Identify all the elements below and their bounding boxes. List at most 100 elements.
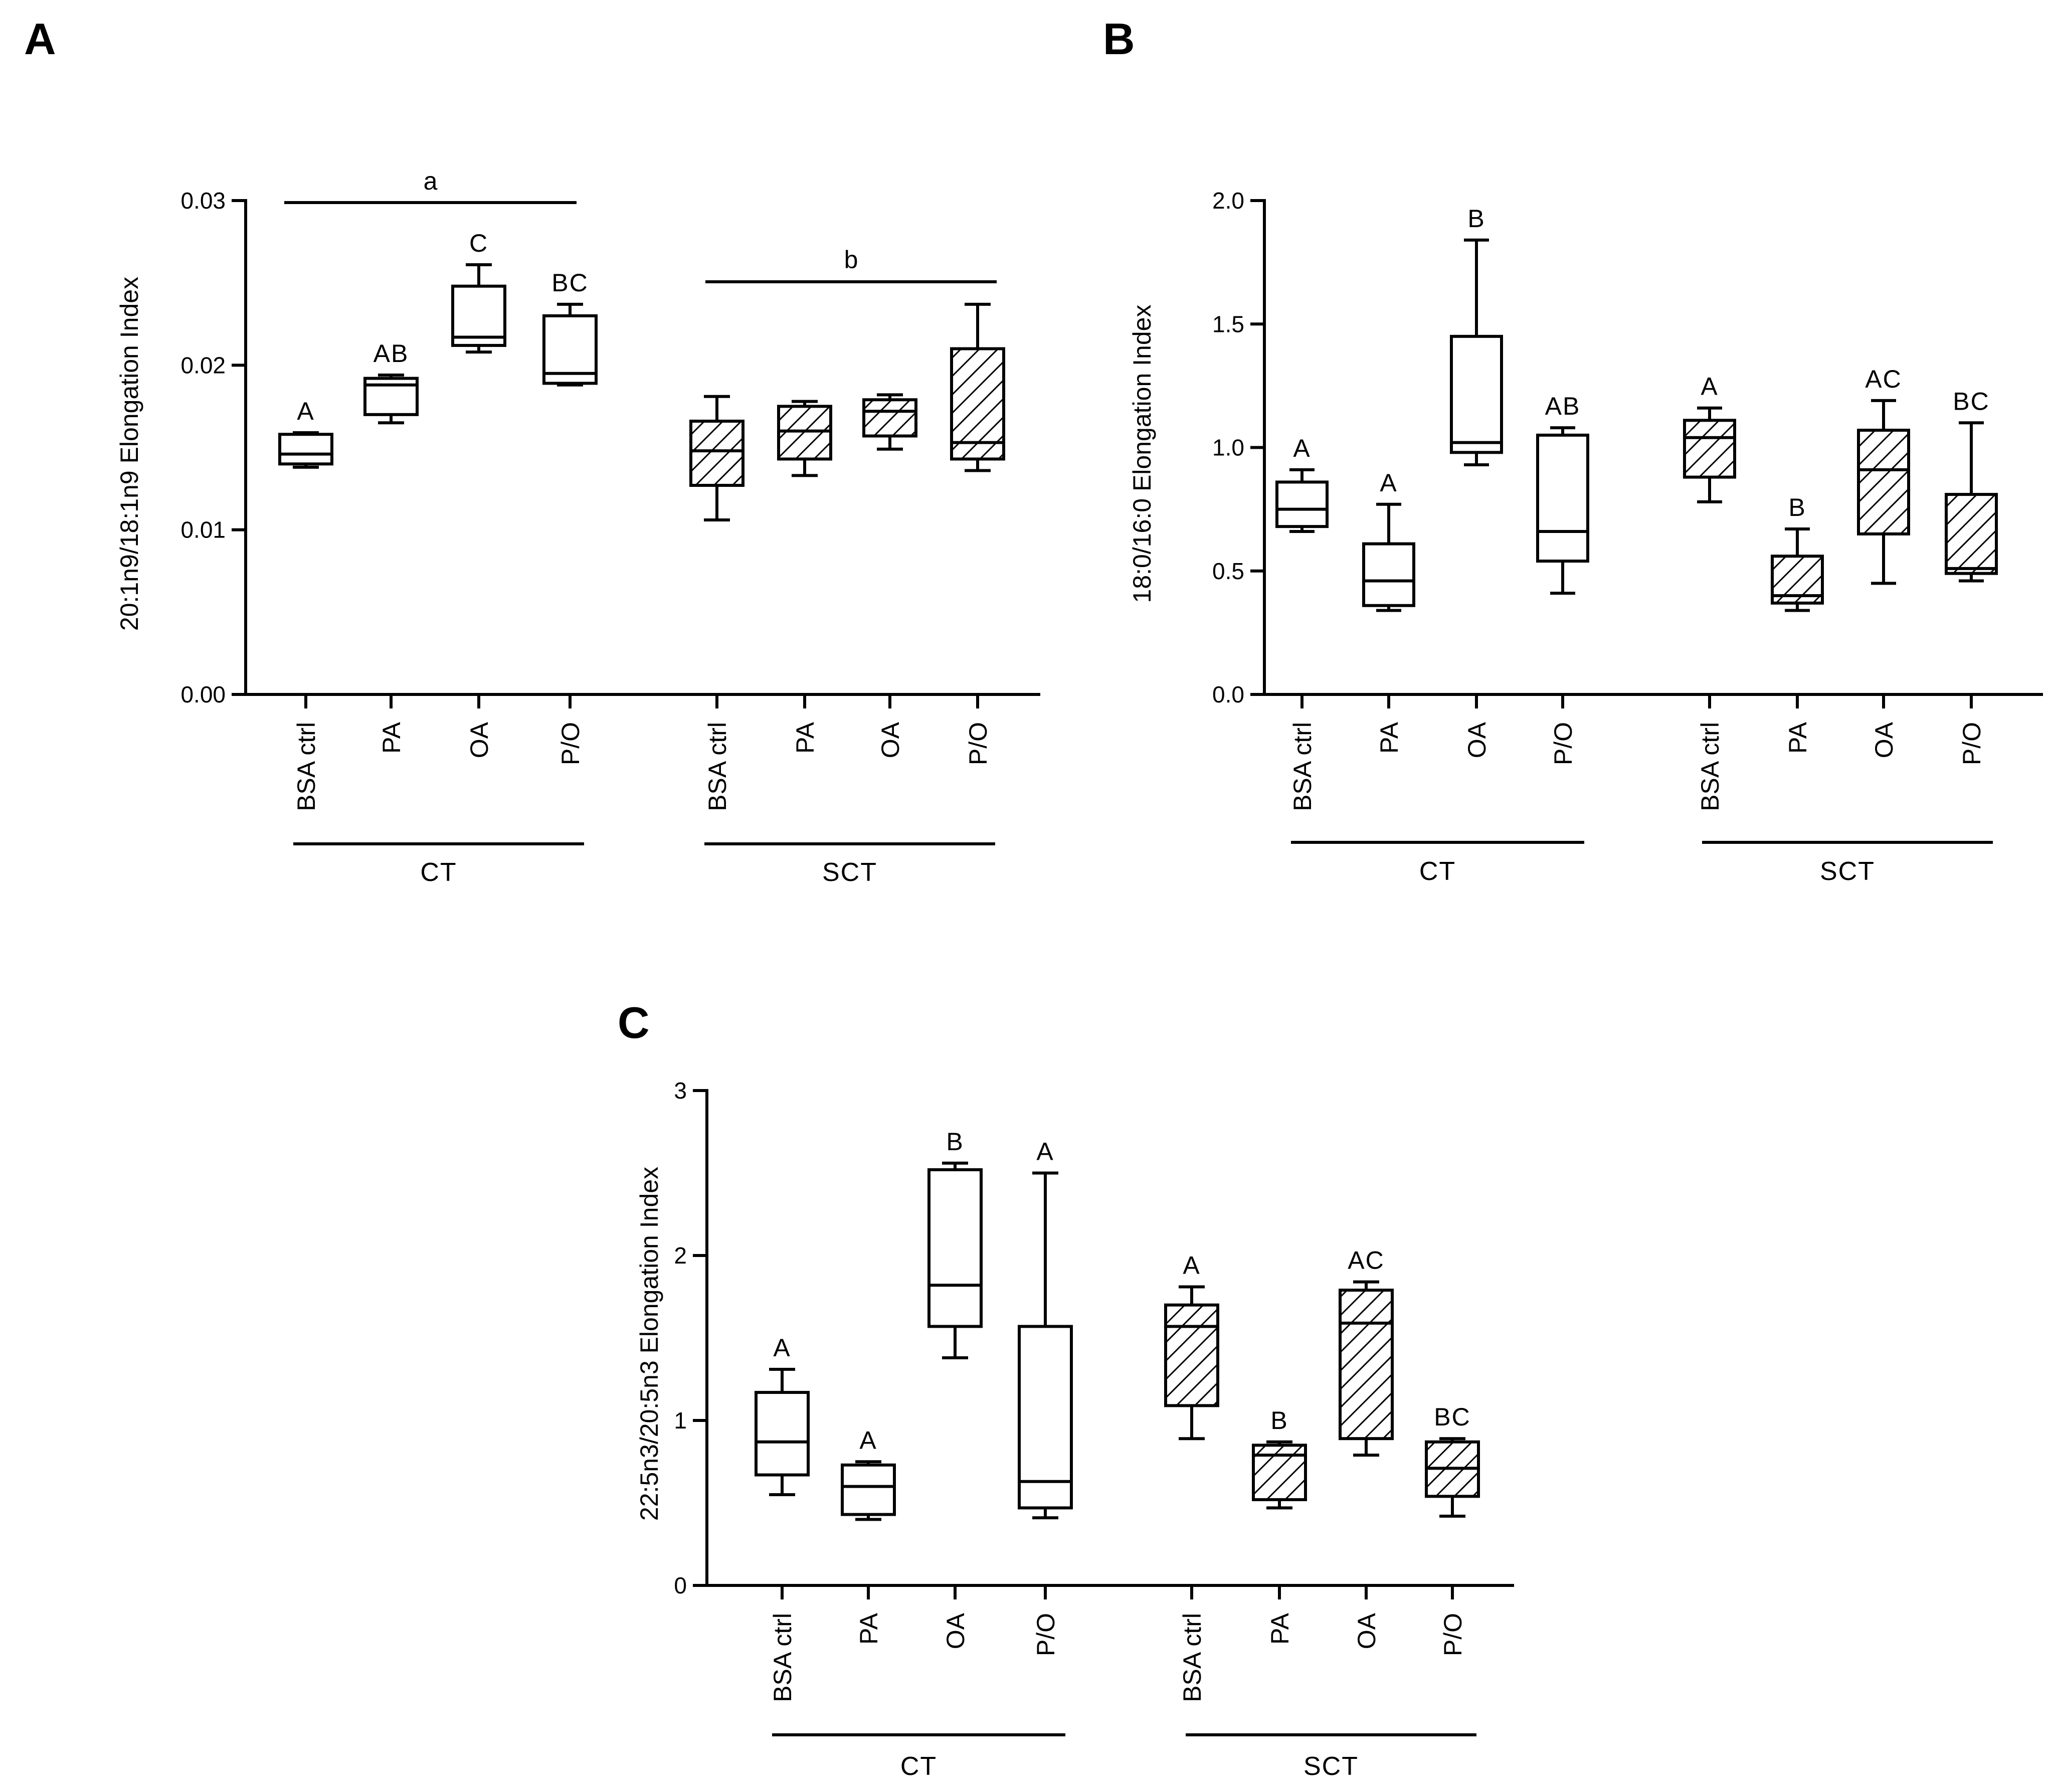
y-tick-label: 0.0 [1212,681,1244,707]
group-label-sct: SCT [1303,1752,1359,1781]
box-sct-pa: PA [777,400,832,754]
x-category-label: PA [855,1612,883,1645]
box-sct-oa-significance-letter: AC [1865,365,1902,393]
x-category-label: P/O [1032,1613,1060,1656]
box-ct-oa-significance-letter: C [469,229,488,257]
x-category-label: PA [791,722,819,754]
y-tick-label: 0.5 [1212,558,1244,584]
y-tick-label: 1.5 [1212,311,1244,337]
y-tick-label: 0.01 [180,517,226,543]
box-sct-bsa-ctrl-iqr-box [1164,1303,1219,1407]
x-category-label: OA [1353,1612,1381,1649]
box-ct-pa: A PA [1362,469,1415,754]
box-sct-p-o-iqr-box [1945,493,1998,575]
group-significance-letter: b [844,246,858,274]
box-ct-p-o-iqr-box [1018,1325,1073,1510]
x-category-label: BSA ctrl [769,1613,797,1702]
group-label-sct: SCT [822,858,877,887]
box-sct-pa-significance-letter: B [1788,493,1806,521]
x-category-label: BSA ctrl [292,722,320,811]
panel-b-plot-area: 0.0 0.5 1.0 1.5 2.0 A BSA ctrl A PA B OA AB P/O A BSA … [1212,188,2043,886]
panel-a: A 20:1n9/18:1n9 Elongation Index 0.00 0.0… [24,14,1040,887]
x-category-label: PA [378,722,406,754]
box-ct-oa: B OA [927,1128,983,1649]
box-sct-bsa-ctrl-significance-letter: A [1701,373,1718,401]
box-ct-oa-iqr-box [451,284,506,347]
x-category-label: P/O [1439,1613,1467,1656]
box-sct-oa: OA [862,393,917,758]
panel-a-y-axis-title: 20:1n9/18:1n9 Elongation Index [115,277,143,631]
box-ct-pa-significance-letter: AB [374,339,409,368]
box-ct-bsa-ctrl: A BSA ctrl [278,397,333,811]
box-ct-bsa-ctrl-iqr-box [1275,480,1329,528]
y-tick-label: 2.0 [1212,188,1244,214]
box-ct-bsa-ctrl-significance-letter: A [773,1334,791,1362]
box-sct-bsa-ctrl: A BSA ctrl [1164,1251,1219,1702]
x-category-label: BSA ctrl [1696,722,1724,811]
x-category-label: PA [1266,1612,1294,1645]
box-sct-oa-iqr-box [862,398,917,438]
box-ct-bsa-ctrl-significance-letter: A [1293,434,1311,462]
box-ct-oa-significance-letter: B [1467,205,1485,233]
x-category-label: P/O [1549,722,1577,765]
box-ct-p-o-significance-letter: AB [1545,392,1581,420]
box-ct-pa-significance-letter: A [1380,469,1397,497]
box-sct-p-o-iqr-box [950,347,1005,461]
panel-c: C 22:5n3/20:5n3 Elongation Index 0123ABS… [618,998,1514,1781]
box-ct-oa: B OA [1450,205,1503,758]
y-tick-label: 0.02 [180,352,226,378]
box-ct-bsa-ctrl-iqr-box [755,1391,810,1477]
box-sct-p-o: P/O [950,302,1005,765]
box-ct-p-o: A P/O [1018,1138,1073,1656]
box-ct-pa-iqr-box [841,1463,896,1516]
box-ct-oa-iqr-box [927,1168,983,1328]
x-category-label: BSA ctrl [1178,1613,1206,1702]
box-ct-p-o: AB P/O [1536,392,1589,765]
x-category-label: P/O [556,722,585,765]
x-category-label: P/O [964,722,992,765]
box-sct-p-o-significance-letter: BC [1953,387,1989,415]
box-sct-p-o: BC P/O [1425,1403,1480,1656]
box-sct-bsa-ctrl: BSA ctrl [689,395,744,811]
box-ct-p-o-significance-letter: BC [551,269,588,297]
box-ct-pa: AB PA [363,339,419,754]
panel-a-plot-area: 0.00 0.01 0.02 0.03 A BSA ctrl AB PA C OA BC P/O BSA… [180,167,1040,887]
group-label-sct: SCT [1820,857,1875,886]
x-category-label: OA [1870,722,1898,758]
y-tick-label: 1.0 [1212,435,1244,461]
box-ct-oa-significance-letter: B [946,1128,964,1156]
y-tick-label: 2 [674,1242,687,1269]
x-category-label: OA [1463,722,1491,758]
box-sct-p-o: BC P/O [1945,387,1998,765]
y-tick-label: 1 [674,1407,687,1433]
group-label-ct: CT [900,1752,937,1781]
y-tick-label: 0.00 [180,681,226,707]
box-ct-p-o-significance-letter: A [1036,1138,1054,1166]
x-category-label: OA [876,722,904,758]
panel-b: B 18:0/16:0 Elongation Index 0.0 0.5 1.0 1.… [1103,14,2043,886]
box-ct-pa: A PA [841,1426,896,1645]
box-ct-bsa-ctrl: A BSA ctrl [1275,434,1329,811]
box-sct-pa-iqr-box [777,405,832,461]
box-ct-bsa-ctrl-significance-letter: A [297,397,314,425]
x-category-label: OA [465,722,493,758]
box-sct-oa-iqr-box [1857,429,1910,535]
y-tick-label: 3 [674,1078,687,1104]
x-category-label: P/O [1958,722,1986,765]
x-category-label: BSA ctrl [703,722,731,811]
box-sct-pa: B PA [1252,1406,1307,1645]
group-label-ct: CT [420,858,457,887]
box-sct-p-o-significance-letter: BC [1434,1403,1470,1431]
box-ct-p-o: BC P/O [542,269,598,765]
box-sct-bsa-ctrl-iqr-box [1683,419,1736,479]
y-tick-label: 0 [674,1572,687,1598]
x-category-label: BSA ctrl [1288,722,1317,811]
box-sct-oa: AC OA [1857,365,1910,758]
box-sct-pa-iqr-box [1252,1444,1307,1501]
box-sct-pa-significance-letter: B [1270,1406,1288,1435]
box-sct-oa-significance-letter: AC [1348,1246,1384,1275]
x-category-label: OA [942,1612,970,1649]
panel-b-letter: B [1103,14,1135,64]
